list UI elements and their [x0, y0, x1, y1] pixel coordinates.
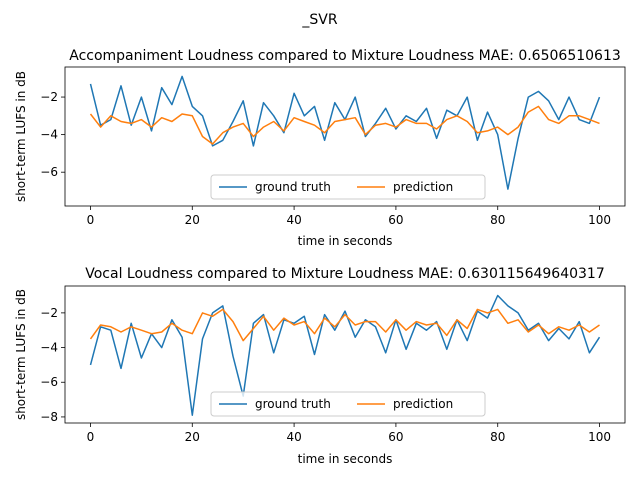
legend: ground truth prediction: [210, 391, 486, 417]
legend-box: [210, 174, 486, 200]
x-tick-label: 20: [185, 430, 200, 444]
legend-label-ground-truth: ground truth: [255, 180, 331, 194]
x-tick-label: 100: [588, 430, 611, 444]
legend-label-prediction: prediction: [393, 180, 453, 194]
legend-box: [210, 391, 486, 417]
vocal-plot: Vocal Loudness compared to Mixture Loudn…: [14, 266, 626, 466]
y-tick-label: −4: [40, 128, 58, 142]
x-tick-label: 0: [87, 430, 95, 444]
x-tick-label: 80: [490, 213, 505, 227]
y-tick-label: −8: [40, 410, 58, 424]
x-tick-label: 20: [185, 213, 200, 227]
plot-frame: [64, 66, 626, 207]
y-tick-label: −6: [40, 375, 58, 389]
x-tick-label: 100: [588, 213, 611, 227]
accompaniment-plot: Accompaniment Loudness compared to Mixtu…: [14, 48, 626, 248]
y-tick-label: −4: [40, 341, 58, 355]
chart-title: Accompaniment Loudness compared to Mixtu…: [69, 48, 621, 64]
series-line-prediction: [89, 308, 600, 342]
x-tick-label: 60: [388, 213, 403, 227]
legend-label-ground-truth: ground truth: [255, 397, 331, 411]
y-axis-label: short-term LUFS in dB: [14, 289, 28, 420]
series-line-prediction: [89, 105, 600, 145]
y-tick-label: −2: [40, 306, 58, 320]
plot-frame: [64, 285, 626, 424]
x-tick-label: 40: [286, 430, 301, 444]
x-axis-label: time in seconds: [298, 234, 393, 248]
y-axis-label: short-term LUFS in dB: [14, 71, 28, 202]
series-line-ground-truth: [89, 75, 601, 190]
legend: ground truth prediction: [210, 174, 486, 200]
x-tick-label: 40: [286, 213, 301, 227]
x-axis-label: time in seconds: [298, 452, 393, 466]
y-tick-label: −6: [40, 165, 58, 179]
x-tick-label: 80: [490, 430, 505, 444]
figure-suptitle: _SVR: [301, 12, 337, 28]
legend-label-prediction: prediction: [393, 397, 453, 411]
x-tick-label: 0: [87, 213, 95, 227]
y-tick-label: −2: [40, 90, 58, 104]
chart-title: Vocal Loudness compared to Mixture Loudn…: [85, 266, 605, 282]
x-tick-label: 60: [388, 430, 403, 444]
